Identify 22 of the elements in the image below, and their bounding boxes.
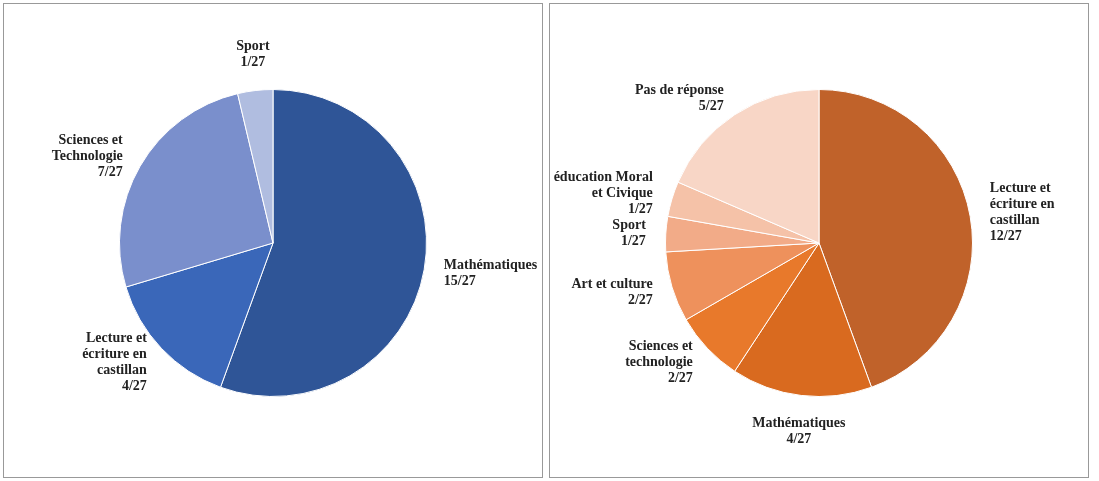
slice-label: Art et culture: [571, 276, 653, 292]
data-label: 7/27: [97, 163, 123, 179]
data-label: 1/27: [627, 200, 653, 216]
data-label: 4/27: [786, 430, 812, 446]
slice-label: Pas de réponse: [634, 81, 724, 97]
slice-label: Sciences et technologie: [625, 337, 694, 369]
data-label: 15/27: [443, 272, 476, 288]
slice-label: Lecture et écriture en castillan: [82, 329, 148, 377]
data-label: 1/27: [240, 54, 266, 70]
data-label: 4/27: [121, 377, 147, 393]
slice-label: Sport: [236, 38, 270, 54]
slice-label: Lecture et écriture en castillan: [989, 180, 1055, 228]
data-label: 5/27: [698, 97, 724, 113]
slice-label: Mathématiques: [752, 414, 847, 430]
slice-label: éducation Moral et Civique: [553, 168, 653, 200]
slice-label: Mathématiques: [443, 256, 538, 272]
slice-label: Sport: [612, 216, 647, 232]
slice-label: Sciences et Technologie: [51, 131, 124, 163]
data-label: 2/27: [667, 369, 693, 385]
data-label: 12/27: [989, 228, 1022, 244]
data-label: 1/27: [620, 232, 646, 248]
data-label: 2/27: [627, 292, 653, 308]
